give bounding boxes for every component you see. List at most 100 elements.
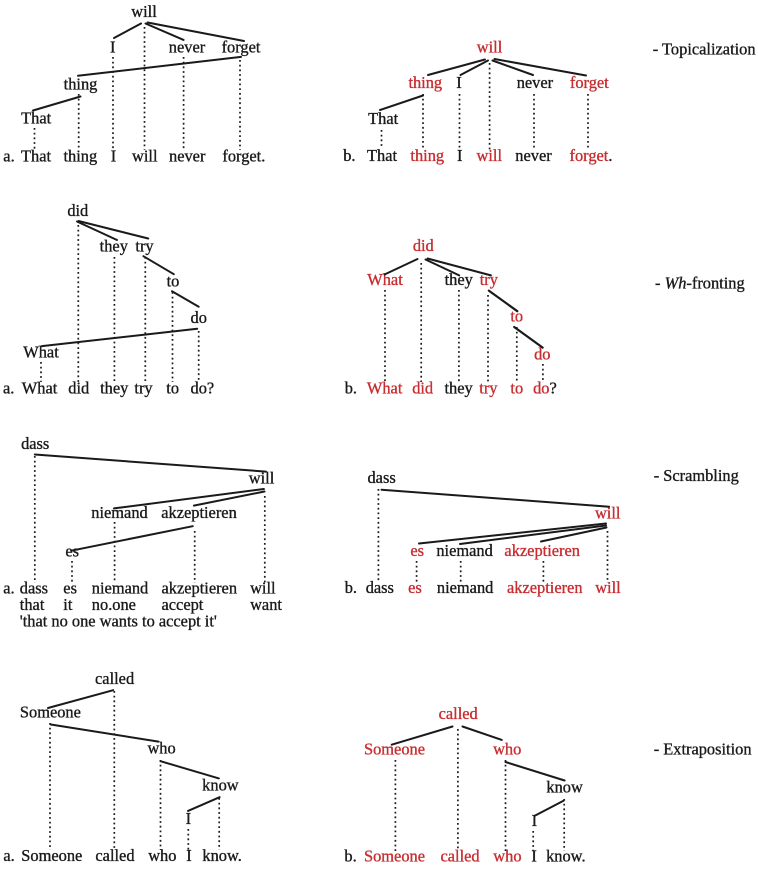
svg-text:know.: know. bbox=[202, 846, 241, 865]
svg-text:know: know bbox=[202, 775, 239, 794]
svg-text:dass: dass bbox=[20, 579, 48, 598]
svg-text:will: will bbox=[131, 2, 157, 21]
svg-text:es: es bbox=[63, 579, 77, 598]
svg-text:akzeptieren: akzeptieren bbox=[504, 541, 580, 560]
svg-text:who: who bbox=[493, 740, 521, 759]
svg-text:to: to bbox=[510, 378, 523, 397]
svg-text:es: es bbox=[408, 578, 422, 597]
svg-text:What: What bbox=[22, 378, 58, 397]
svg-text:What: What bbox=[23, 342, 59, 361]
svg-text:want: want bbox=[250, 595, 282, 614]
svg-text:called: called bbox=[441, 847, 480, 866]
svg-text:niemand: niemand bbox=[437, 578, 493, 597]
svg-text:Someone: Someone bbox=[20, 703, 81, 722]
svg-text:akzeptieren: akzeptieren bbox=[507, 578, 583, 597]
svg-text:did: did bbox=[68, 378, 89, 397]
svg-text:forget: forget bbox=[570, 73, 609, 92]
svg-text:do?: do? bbox=[191, 378, 215, 397]
svg-text:will: will bbox=[249, 468, 275, 487]
svg-text:es: es bbox=[410, 541, 424, 560]
svg-text:a.: a. bbox=[3, 146, 14, 165]
svg-text:know.: know. bbox=[546, 847, 585, 866]
svg-text:it: it bbox=[63, 595, 73, 614]
svg-text:niemand: niemand bbox=[92, 579, 148, 598]
svg-text:What: What bbox=[367, 378, 403, 397]
svg-text:try: try bbox=[135, 237, 154, 256]
svg-text:That: That bbox=[368, 109, 398, 128]
svg-text:called: called bbox=[95, 669, 134, 688]
svg-text:try: try bbox=[479, 378, 498, 397]
svg-text:Someone: Someone bbox=[364, 740, 425, 759]
svg-text:will: will bbox=[250, 579, 276, 598]
svg-text:never: never bbox=[515, 146, 552, 165]
svg-text:who: who bbox=[493, 847, 521, 866]
svg-text:That: That bbox=[21, 146, 51, 165]
svg-text:forget.: forget. bbox=[222, 146, 265, 165]
svg-text:niemand: niemand bbox=[91, 503, 147, 522]
svg-text:thing: thing bbox=[408, 73, 442, 92]
svg-text:thing: thing bbox=[410, 146, 444, 165]
svg-text:I: I bbox=[186, 809, 191, 828]
svg-text:try: try bbox=[480, 270, 499, 289]
svg-text:b.: b. bbox=[345, 378, 357, 397]
svg-text:they: they bbox=[100, 237, 129, 256]
svg-text:they: they bbox=[445, 378, 474, 397]
svg-text:know: know bbox=[546, 778, 583, 797]
svg-text:Someone: Someone bbox=[21, 846, 82, 865]
svg-text:never: never bbox=[517, 73, 554, 92]
svg-text:forget.: forget. bbox=[570, 146, 613, 165]
svg-text:try: try bbox=[134, 378, 153, 397]
svg-text:dass: dass bbox=[21, 434, 49, 453]
svg-text:b.: b. bbox=[345, 578, 357, 597]
svg-text:I: I bbox=[457, 146, 462, 165]
svg-text:will: will bbox=[477, 146, 503, 165]
svg-text:called: called bbox=[439, 704, 478, 723]
svg-text:Someone: Someone bbox=[364, 847, 425, 866]
svg-text:b.: b. bbox=[343, 146, 355, 165]
svg-text:akzeptieren: akzeptieren bbox=[161, 503, 237, 522]
svg-text:I: I bbox=[111, 146, 116, 165]
svg-text:That: That bbox=[367, 146, 397, 165]
svg-text:did: did bbox=[413, 236, 434, 255]
svg-text:I: I bbox=[532, 811, 537, 830]
svg-text:do: do bbox=[191, 308, 207, 327]
svg-text:do: do bbox=[534, 344, 550, 363]
svg-text:they: they bbox=[100, 378, 129, 397]
svg-text:will: will bbox=[132, 146, 158, 165]
svg-text:called: called bbox=[95, 846, 134, 865]
svg-text:to: to bbox=[166, 378, 179, 397]
svg-text:did: did bbox=[412, 378, 433, 397]
svg-text:accept: accept bbox=[162, 595, 204, 614]
svg-text:I: I bbox=[110, 38, 115, 57]
svg-text:do?: do? bbox=[533, 378, 557, 397]
svg-text:they: they bbox=[445, 270, 474, 289]
svg-text:will: will bbox=[477, 38, 503, 57]
svg-text:never: never bbox=[169, 38, 206, 57]
svg-text:a.: a. bbox=[3, 846, 14, 865]
svg-text:That: That bbox=[21, 109, 51, 128]
svg-text:niemand: niemand bbox=[436, 541, 492, 560]
svg-text:will: will bbox=[595, 504, 621, 523]
svg-text:dass: dass bbox=[367, 468, 395, 487]
svg-text:dass: dass bbox=[366, 578, 394, 597]
svg-text:to: to bbox=[167, 271, 180, 290]
svg-text:What: What bbox=[367, 270, 403, 289]
svg-text:that: that bbox=[20, 595, 45, 614]
svg-text:a.: a. bbox=[3, 579, 14, 598]
svg-text:a.: a. bbox=[3, 378, 14, 397]
svg-text:- Extraposition: - Extraposition bbox=[654, 740, 752, 759]
svg-text:'that no one wants to accept i: 'that no one wants to accept it' bbox=[20, 612, 217, 631]
svg-text:who: who bbox=[147, 739, 175, 758]
svg-text:thing: thing bbox=[64, 74, 98, 93]
svg-text:- Wh-fronting: - Wh-fronting bbox=[655, 273, 745, 292]
svg-text:- Scrambling: - Scrambling bbox=[654, 466, 739, 485]
svg-text:I: I bbox=[186, 846, 191, 865]
svg-text:will: will bbox=[595, 578, 621, 597]
svg-text:I: I bbox=[456, 73, 461, 92]
svg-text:b.: b. bbox=[344, 847, 356, 866]
svg-text:no.one: no.one bbox=[92, 595, 136, 614]
svg-text:thing: thing bbox=[64, 146, 98, 165]
svg-text:forget: forget bbox=[222, 38, 261, 57]
svg-text:to: to bbox=[510, 307, 523, 326]
svg-text:did: did bbox=[67, 201, 88, 220]
